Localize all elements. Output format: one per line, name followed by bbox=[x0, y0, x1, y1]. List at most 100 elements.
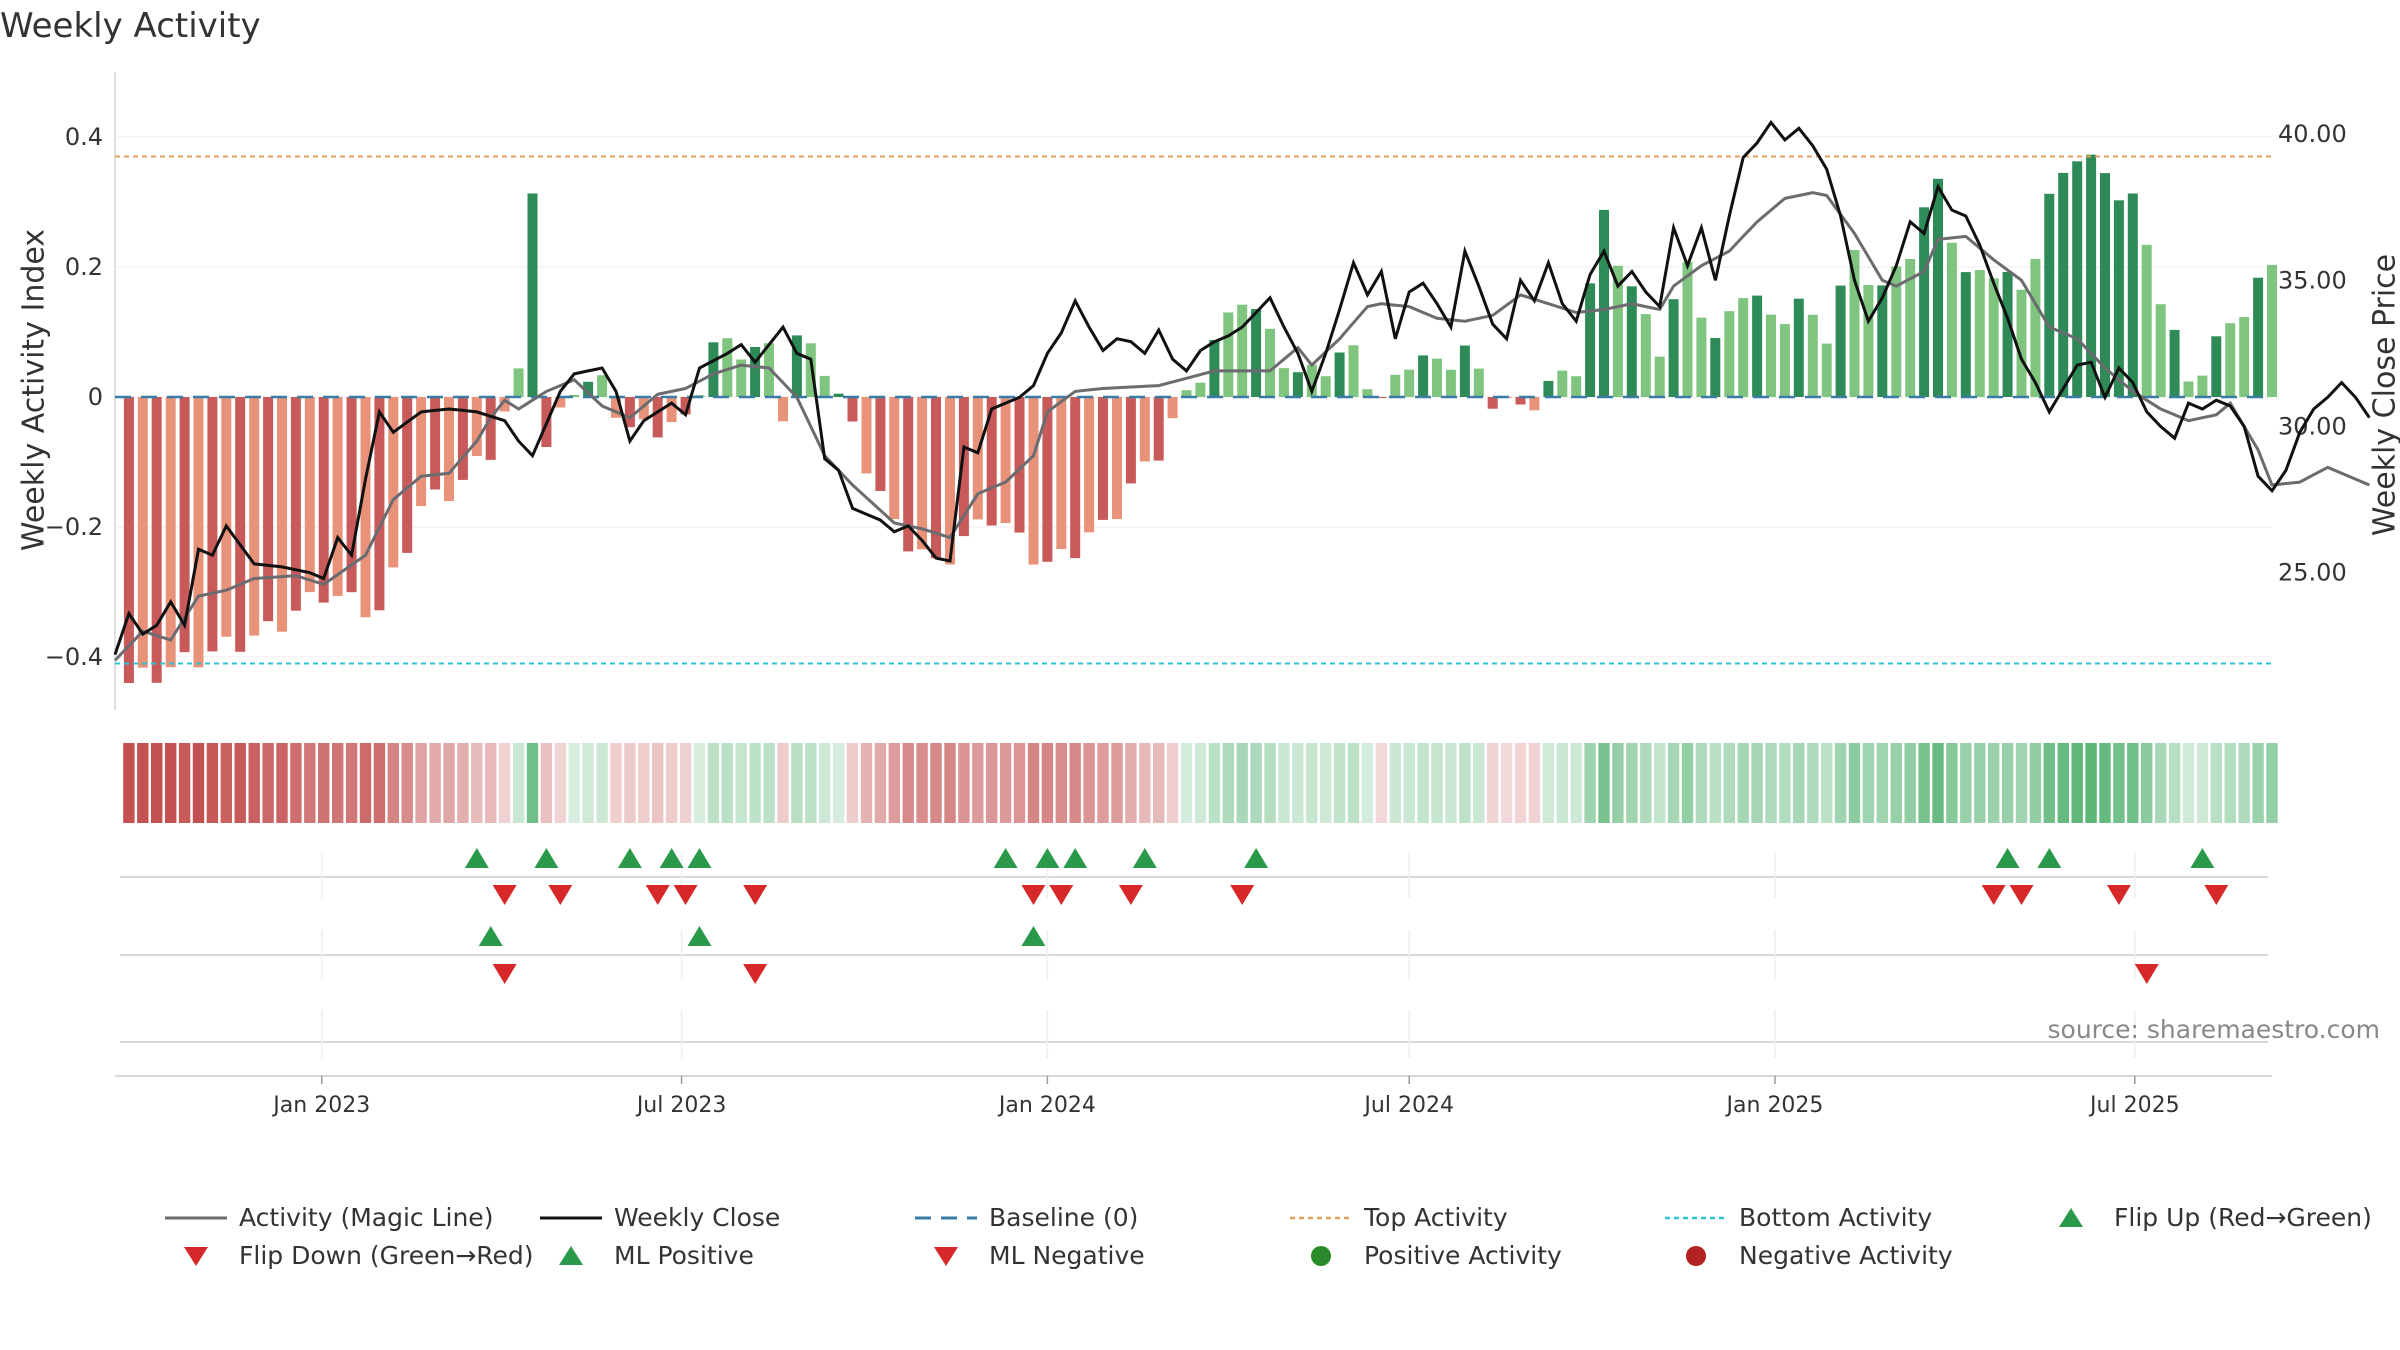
activity-bar bbox=[583, 381, 594, 397]
flip-down-marker bbox=[548, 885, 573, 905]
heat-cell bbox=[1918, 743, 1930, 823]
activity-bar bbox=[2030, 258, 2041, 397]
activity-bar bbox=[2113, 200, 2124, 397]
ml-positive-marker bbox=[1021, 926, 1046, 946]
activity-bar bbox=[597, 375, 608, 397]
flip-up-marker bbox=[617, 848, 642, 868]
legend-item-ml-negative: ML Negative bbox=[915, 1241, 1145, 1270]
heat-cell bbox=[1473, 743, 1485, 823]
heat-cell bbox=[1974, 743, 1986, 823]
activity-bar bbox=[2183, 381, 2194, 397]
activity-bar bbox=[875, 397, 886, 491]
heat-cell bbox=[1139, 743, 1151, 823]
heat-cell bbox=[1417, 743, 1429, 823]
activity-bar bbox=[485, 397, 496, 460]
heat-cell bbox=[1528, 743, 1541, 823]
heat-cell bbox=[2238, 743, 2250, 823]
activity-bar bbox=[1445, 369, 1456, 397]
activity-bar bbox=[1640, 314, 1651, 397]
activity-bar bbox=[165, 397, 176, 668]
heat-cell bbox=[721, 743, 733, 823]
heat-cell bbox=[2015, 743, 2028, 823]
y-tick-label: 0 bbox=[88, 383, 103, 411]
heat-cell bbox=[1236, 743, 1248, 823]
activity-bar bbox=[611, 397, 621, 418]
heat-cell bbox=[902, 743, 914, 823]
activity-bar bbox=[1306, 364, 1317, 397]
heat-cell bbox=[916, 743, 928, 823]
activity-bar bbox=[666, 397, 677, 423]
activity-bar bbox=[2253, 277, 2264, 397]
activity-bar bbox=[1807, 314, 1818, 397]
heat-cell bbox=[930, 743, 942, 823]
flip-up-marker bbox=[2190, 848, 2215, 868]
heat-cell bbox=[373, 743, 386, 823]
activity-bar bbox=[917, 397, 928, 550]
activity-bar bbox=[1209, 340, 1220, 397]
heat-cell bbox=[1500, 743, 1513, 823]
heat-cell bbox=[1083, 743, 1095, 823]
activity-bar bbox=[1195, 382, 1206, 397]
heat-cell bbox=[2113, 743, 2125, 823]
activity-bar bbox=[2211, 336, 2222, 397]
activity-bar bbox=[1167, 397, 1178, 419]
y2-tick-label: 35.00 bbox=[2278, 266, 2347, 294]
heat-cell bbox=[206, 743, 219, 823]
heat-cell bbox=[860, 743, 873, 823]
y2-tick-label: 25.00 bbox=[2278, 559, 2347, 587]
activity-bar bbox=[1056, 397, 1067, 549]
legend-item-flip-down: Flip Down (Green→Red) bbox=[165, 1241, 534, 1270]
activity-bar bbox=[1752, 295, 1763, 397]
heat-cell bbox=[345, 743, 358, 823]
activity-bar bbox=[1473, 368, 1484, 397]
activity-bar bbox=[1404, 369, 1415, 397]
activity-bar bbox=[958, 397, 969, 537]
heat-cell bbox=[763, 743, 775, 823]
legend-label-baseline: Baseline (0) bbox=[989, 1203, 1139, 1232]
activity-bar bbox=[2072, 161, 2083, 397]
heat-cell bbox=[1598, 743, 1610, 823]
activity-bar bbox=[1265, 328, 1275, 397]
heat-cell bbox=[958, 743, 970, 823]
heat-cell bbox=[1514, 743, 1527, 823]
ml-negative-marker bbox=[743, 964, 768, 984]
activity-bar bbox=[847, 397, 858, 422]
activity-bar bbox=[1946, 242, 1957, 397]
heat-cell bbox=[1445, 743, 1457, 823]
heat-cell bbox=[596, 743, 608, 823]
heat-cell bbox=[2196, 743, 2209, 823]
y-tick-label: 0.4 bbox=[65, 123, 103, 151]
heat-cell bbox=[1459, 743, 1471, 823]
activity-bar bbox=[207, 397, 218, 652]
heat-cell bbox=[2001, 743, 2014, 823]
heat-cell bbox=[1681, 743, 1694, 823]
heat-cell bbox=[2210, 743, 2222, 823]
heat-cell bbox=[318, 743, 330, 823]
activity-bar bbox=[1988, 278, 1999, 397]
heat-cell bbox=[1222, 743, 1234, 823]
activity-bar bbox=[1793, 298, 1804, 397]
activity-bar bbox=[263, 397, 274, 622]
flip-down-marker bbox=[1981, 885, 2006, 905]
heat-cell bbox=[234, 743, 246, 823]
activity-bar bbox=[1710, 338, 1721, 397]
activity-bar bbox=[1821, 343, 1832, 397]
legend-label-top-activity: Top Activity bbox=[1364, 1203, 1508, 1232]
activity-bar bbox=[708, 342, 719, 397]
heat-cell bbox=[1208, 743, 1221, 823]
flip-up-marker bbox=[2037, 848, 2062, 868]
heat-cell bbox=[1111, 743, 1123, 823]
heat-cell bbox=[1278, 743, 1290, 823]
activity-bar bbox=[2155, 304, 2166, 397]
heat-cell bbox=[805, 743, 817, 823]
heat-cell bbox=[2127, 743, 2139, 823]
heat-cell bbox=[1487, 743, 1499, 823]
heat-cell bbox=[1347, 743, 1360, 823]
weekly-close-line bbox=[113, 119, 2371, 656]
activity-bar bbox=[123, 397, 134, 683]
activity-bar bbox=[1320, 376, 1331, 397]
heat-cell bbox=[638, 743, 650, 823]
heat-cell bbox=[1862, 743, 1875, 823]
heat-cell bbox=[332, 743, 344, 823]
activity-bar bbox=[2197, 375, 2208, 397]
